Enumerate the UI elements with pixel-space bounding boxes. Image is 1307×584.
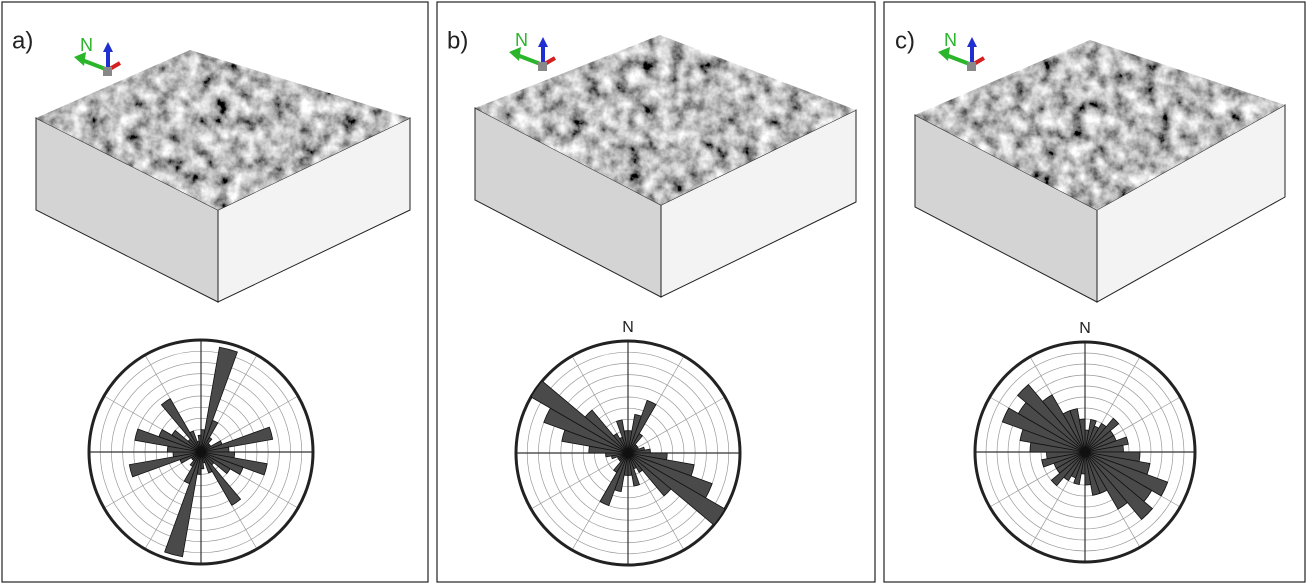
axis-z-head [538,37,548,47]
figure: a) Nb) N Nc) N N [0,0,1307,584]
axis-z-head [967,37,977,47]
panel: b) N N [437,2,875,582]
panel-label: c) [895,27,915,54]
rose-north-label: N [1079,320,1091,337]
axis-z-head [103,42,113,52]
axis-origin [103,67,112,76]
axis-north-label: N [80,35,93,55]
axis-north-label: N [944,30,957,50]
panel-label: a) [12,27,33,54]
panel: a) N [2,2,428,582]
panel-label: b) [447,27,468,54]
axis-origin [538,62,547,71]
rose-north-label: N [622,319,634,336]
panel: c) N N [884,2,1305,582]
axis-origin [967,62,976,71]
axis-north-label: N [515,30,528,50]
